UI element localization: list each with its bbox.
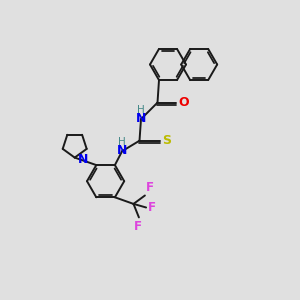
Text: F: F [134,220,142,233]
Text: N: N [136,112,146,125]
Text: S: S [162,134,171,147]
Text: H: H [136,105,144,115]
Text: N: N [78,153,89,166]
Text: F: F [146,181,154,194]
Text: F: F [148,201,156,214]
Text: N: N [117,144,127,157]
Text: H: H [118,137,125,147]
Text: O: O [178,96,189,109]
